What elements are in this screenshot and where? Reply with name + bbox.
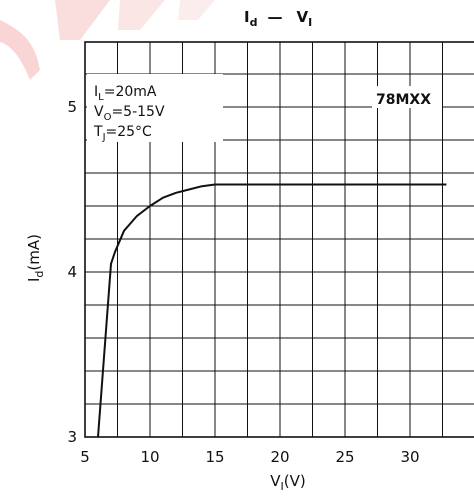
annotation-1-rest: =20mA: [104, 84, 157, 100]
y-axis-label-sub: d: [33, 271, 46, 278]
title-left: I: [244, 8, 250, 26]
x-tick-label: 25: [335, 448, 354, 466]
annotation-2-sub: O: [104, 112, 112, 123]
x-tick-label: 15: [205, 448, 224, 466]
x-tick-label: 10: [140, 448, 159, 466]
annotation-3-sub: J: [102, 132, 106, 143]
x-axis-label-sub: I: [281, 480, 284, 493]
y-tick-label: 5: [67, 98, 77, 116]
annotation-line-2: VO=5-15V: [94, 104, 165, 123]
text-layer: Id — VI Id(mA) VI(V) IL=20mA VO=5-15V TJ=2…: [25, 8, 431, 493]
grid: [84, 41, 474, 438]
y-tick-label: 3: [67, 428, 77, 446]
chart-title: Id — VI: [244, 8, 312, 29]
annotation-2-main: V: [94, 104, 104, 120]
title-right: V: [296, 8, 308, 26]
x-tick-label: 20: [270, 448, 289, 466]
part-number-label: 78MXX: [376, 92, 431, 108]
annotation-2-rest: =5-15V: [111, 104, 165, 120]
x-axis-label-rest: (V): [284, 472, 306, 490]
annotation-3-rest: =25°C: [106, 124, 153, 140]
y-axis-label-rest: (mA): [25, 234, 43, 271]
x-axis-label-main: V: [270, 472, 281, 490]
tick-labels: 5 10 15 20 25 30 3 4 5: [67, 98, 419, 466]
annotation-3-main: T: [93, 124, 103, 140]
part-label-background: [372, 86, 442, 108]
reference-lines: [87, 74, 442, 142]
annotation-1-main: I: [94, 84, 98, 100]
watermark: [0, 0, 215, 80]
annotation-background: [87, 74, 223, 142]
y-axis-label: Id(mA): [25, 234, 46, 282]
annotation-line-3: TJ=25°C: [93, 124, 152, 143]
y-axis-label-main: I: [25, 278, 43, 282]
y-tick-label: 4: [67, 263, 77, 281]
title-left-sub: d: [250, 16, 258, 29]
x-tick-label: 5: [80, 448, 90, 466]
title-right-sub: I: [308, 16, 312, 29]
title-dash: —: [267, 8, 282, 26]
annotation-line-1: IL=20mA: [94, 84, 157, 103]
series-layer: [97, 183, 447, 438]
annotation-1-sub: L: [98, 92, 104, 103]
x-axis-label: VI(V): [270, 472, 305, 493]
x-tick-label: 30: [400, 448, 419, 466]
